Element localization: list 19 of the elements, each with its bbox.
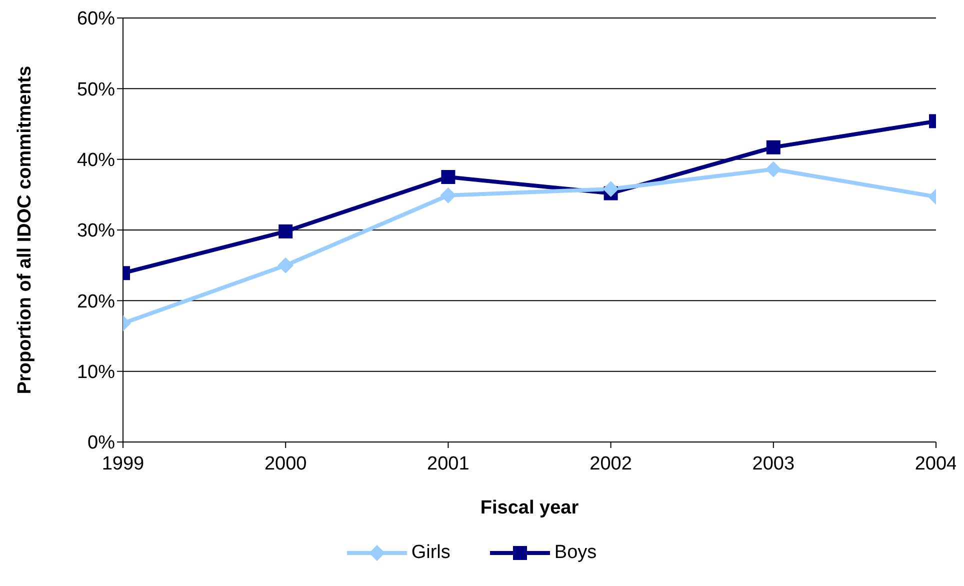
y-tick-label: 0% — [88, 432, 116, 454]
point — [441, 170, 456, 184]
point — [602, 181, 619, 198]
x-tick-label: 2002 — [590, 453, 632, 474]
y-tick-label: 60% — [76, 8, 116, 30]
y-tick-label: 40% — [76, 150, 116, 172]
y-axis-title: Proportion of all IDOC commitments — [14, 66, 36, 394]
x-tick-label: 1999 — [102, 453, 144, 474]
y-tick-label: 50% — [76, 79, 116, 100]
y-tick-label: 10% — [76, 362, 116, 384]
y-tick-label: 20% — [76, 291, 116, 312]
legend-label: Boys — [554, 542, 597, 564]
x-tick-label: 2001 — [427, 453, 470, 474]
point — [440, 187, 456, 204]
x-tick-label: 2000 — [264, 453, 307, 474]
y-tick-label: 30% — [76, 220, 116, 242]
legend-label: Girls — [411, 542, 450, 564]
x-tick-label: 2003 — [752, 453, 795, 474]
x-axis-title: Fiscal year — [480, 497, 580, 518]
